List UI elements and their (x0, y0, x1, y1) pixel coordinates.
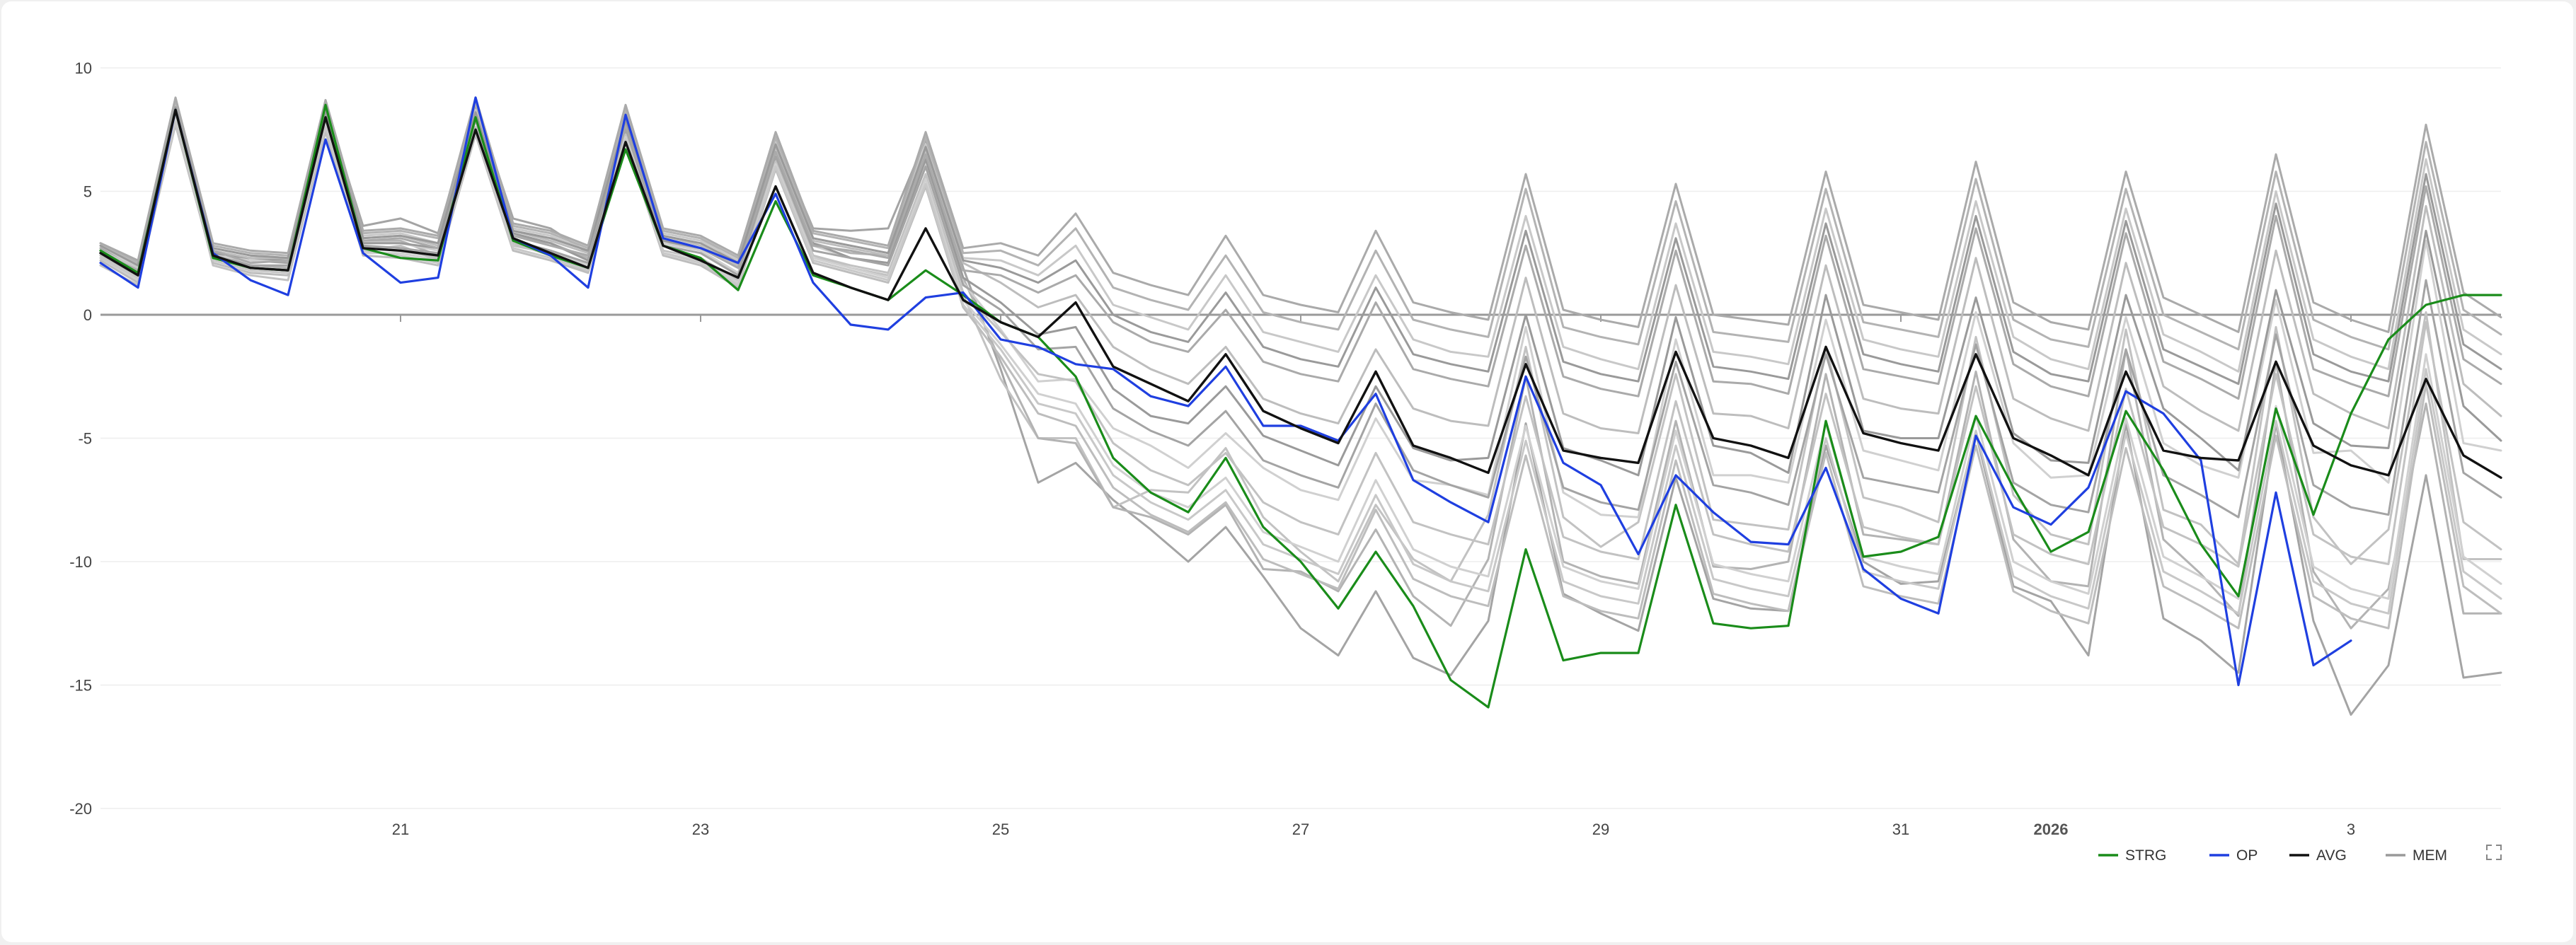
series-line-mem[interactable] (99, 121, 2502, 615)
legend-item-strg[interactable]: STRG (2098, 847, 2166, 864)
y-tick-label: -5 (78, 430, 92, 448)
y-tick-label: 10 (75, 59, 92, 77)
x-tick-label: 29 (1592, 821, 1609, 838)
y-tick-label: -10 (69, 553, 92, 571)
legend-label: AVG (2316, 847, 2347, 864)
main-series-group (99, 96, 2502, 709)
x-tick-label: 21 (392, 821, 409, 838)
x-tick-label: 27 (1292, 821, 1309, 838)
y-axis: 10 5 0 -5 -10 -15 -20 (69, 59, 92, 818)
y-tick-label: -20 (69, 800, 92, 818)
legend-label: STRG (2125, 847, 2166, 864)
legend-item-avg[interactable]: AVG (2289, 847, 2347, 864)
x-tick-label: 25 (992, 821, 1009, 838)
series-line-op[interactable] (99, 96, 2352, 687)
y-tick-label: -15 (69, 677, 92, 695)
mem-series-group (99, 96, 2502, 716)
x-tick-label: 3 (2347, 821, 2355, 838)
series-line-avg[interactable] (99, 108, 2502, 479)
legend-label: MEM (2413, 847, 2447, 864)
legend-label: OP (2236, 847, 2258, 864)
x-axis: 21 23 25 27 29 31 2026 3 (392, 315, 2355, 838)
series-line-mem[interactable] (99, 101, 2502, 716)
x-tick-label: 31 (1892, 821, 1909, 838)
x-tick-label: 2026 (2034, 821, 2069, 838)
legend: STRG OP AVG MEM (2098, 847, 2447, 864)
x-tick-label: 23 (692, 821, 709, 838)
legend-item-mem[interactable]: MEM (2386, 847, 2447, 864)
y-tick-label: 0 (84, 306, 92, 324)
fullscreen-icon[interactable] (2486, 845, 2502, 860)
legend-item-op[interactable]: OP (2209, 847, 2258, 864)
series-line-mem[interactable] (99, 96, 2502, 333)
y-tick-label: 5 (84, 183, 92, 201)
